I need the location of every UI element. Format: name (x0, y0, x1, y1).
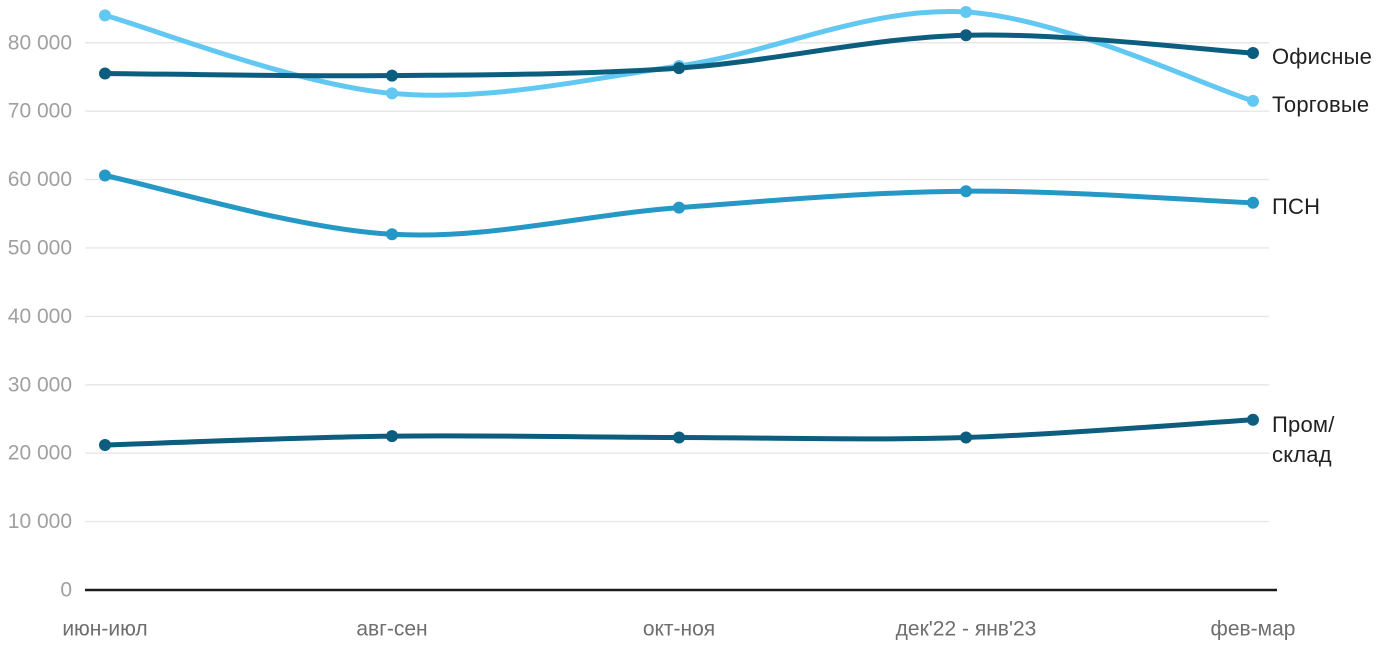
data-point-retail (960, 6, 972, 18)
x-axis-tick-label: авг-сен (356, 617, 427, 640)
data-point-psn (386, 228, 398, 241)
x-axis-tick-label: окт-ноя (643, 617, 715, 640)
legend-label-offices: Офисные (1272, 44, 1373, 69)
data-point-psn (1247, 196, 1259, 209)
y-axis-tick-label: 20 000 (8, 442, 72, 465)
legend-label-industrial-warehouse: Пром/ склад (1272, 411, 1335, 467)
data-point-retail (386, 87, 398, 100)
y-axis-tick-label: 60 000 (8, 168, 72, 191)
data-point-offices (99, 67, 111, 80)
data-point-offices (673, 62, 685, 75)
series-offices (99, 29, 1259, 82)
data-point-industrial-warehouse (1247, 413, 1259, 426)
data-point-industrial-warehouse (673, 431, 685, 444)
data-point-retail (99, 9, 111, 22)
x-axis-tick-label: дек'22 - янв'23 (896, 617, 1037, 640)
data-point-offices (1247, 47, 1259, 59)
x-axis-tick-label: фев-мар (1211, 617, 1296, 640)
series-line-retail (102, 9, 1256, 104)
y-axis-tick-label: 50 000 (8, 236, 72, 259)
y-axis-tick-label: 40 000 (8, 305, 72, 328)
data-point-offices (960, 29, 972, 42)
data-point-psn (99, 169, 111, 182)
series-psn (99, 169, 1259, 241)
y-axis-tick-label: 80 000 (8, 31, 72, 54)
data-point-psn (673, 201, 685, 214)
data-point-industrial-warehouse (386, 430, 398, 443)
y-axis-tick-label: 0 (60, 579, 72, 602)
data-point-psn (960, 185, 972, 198)
x-axis-tick-label: июн-июл (62, 617, 147, 640)
y-axis-tick-label: 10 000 (8, 510, 72, 533)
series-industrial-warehouse (99, 413, 1259, 451)
data-point-industrial-warehouse (99, 439, 111, 451)
y-axis-tick-label: 70 000 (8, 100, 72, 123)
data-point-retail (1247, 94, 1259, 107)
legend-label-retail: Торговые (1272, 91, 1370, 117)
series-retail (99, 6, 1259, 107)
data-point-industrial-warehouse (960, 431, 972, 444)
y-axis-tick-label: 30 000 (8, 373, 72, 396)
legend-label-psn: ПСН (1272, 193, 1321, 219)
data-point-offices (386, 69, 398, 82)
